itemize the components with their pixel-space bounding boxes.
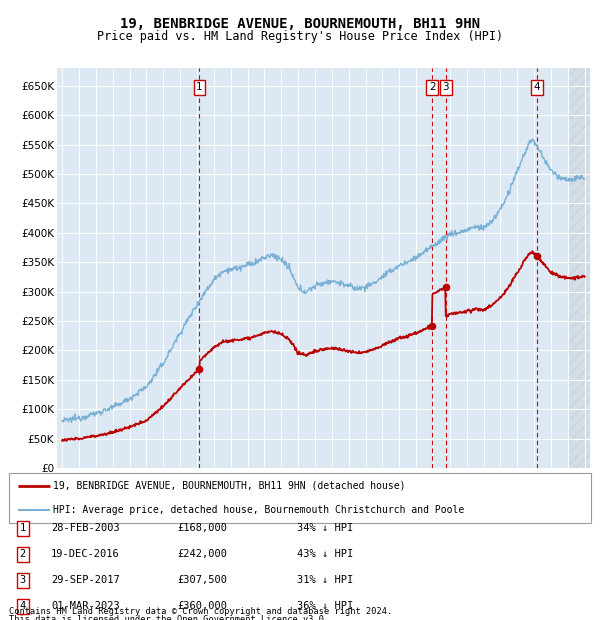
Text: 19, BENBRIDGE AVENUE, BOURNEMOUTH, BH11 9HN: 19, BENBRIDGE AVENUE, BOURNEMOUTH, BH11 …	[120, 17, 480, 32]
Text: 2: 2	[20, 549, 26, 559]
Text: 36% ↓ HPI: 36% ↓ HPI	[297, 601, 353, 611]
Text: 34% ↓ HPI: 34% ↓ HPI	[297, 523, 353, 533]
FancyBboxPatch shape	[9, 473, 591, 523]
Text: 19, BENBRIDGE AVENUE, BOURNEMOUTH, BH11 9HN (detached house): 19, BENBRIDGE AVENUE, BOURNEMOUTH, BH11 …	[53, 481, 405, 491]
Bar	[568, 68, 590, 468]
Text: 28-FEB-2003: 28-FEB-2003	[51, 523, 120, 533]
Text: Contains HM Land Registry data © Crown copyright and database right 2024.: Contains HM Land Registry data © Crown c…	[9, 607, 392, 616]
Text: £307,500: £307,500	[177, 575, 227, 585]
Text: 4: 4	[20, 601, 26, 611]
Text: 1: 1	[20, 523, 26, 533]
Text: £360,000: £360,000	[177, 601, 227, 611]
Text: 3: 3	[20, 575, 26, 585]
Text: 1: 1	[196, 82, 203, 92]
Text: £168,000: £168,000	[177, 523, 227, 533]
Text: 31% ↓ HPI: 31% ↓ HPI	[297, 575, 353, 585]
Text: 43% ↓ HPI: 43% ↓ HPI	[297, 549, 353, 559]
Text: £242,000: £242,000	[177, 549, 227, 559]
Text: 29-SEP-2017: 29-SEP-2017	[51, 575, 120, 585]
Text: HPI: Average price, detached house, Bournemouth Christchurch and Poole: HPI: Average price, detached house, Bour…	[53, 505, 464, 515]
Text: 01-MAR-2023: 01-MAR-2023	[51, 601, 120, 611]
Text: 4: 4	[534, 82, 541, 92]
Text: Price paid vs. HM Land Registry's House Price Index (HPI): Price paid vs. HM Land Registry's House …	[97, 30, 503, 43]
Text: 19-DEC-2016: 19-DEC-2016	[51, 549, 120, 559]
Text: 3: 3	[442, 82, 449, 92]
Text: This data is licensed under the Open Government Licence v3.0.: This data is licensed under the Open Gov…	[9, 614, 329, 620]
Text: 2: 2	[429, 82, 436, 92]
